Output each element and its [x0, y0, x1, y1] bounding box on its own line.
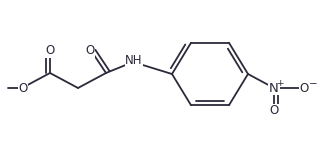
- Text: N: N: [269, 81, 279, 95]
- Text: O: O: [299, 81, 308, 95]
- Text: −: −: [308, 79, 317, 89]
- Text: O: O: [45, 45, 55, 57]
- Text: O: O: [269, 105, 279, 117]
- Text: +: +: [276, 80, 284, 88]
- Text: NH: NH: [125, 54, 143, 66]
- Text: O: O: [85, 45, 95, 57]
- Text: O: O: [19, 81, 27, 95]
